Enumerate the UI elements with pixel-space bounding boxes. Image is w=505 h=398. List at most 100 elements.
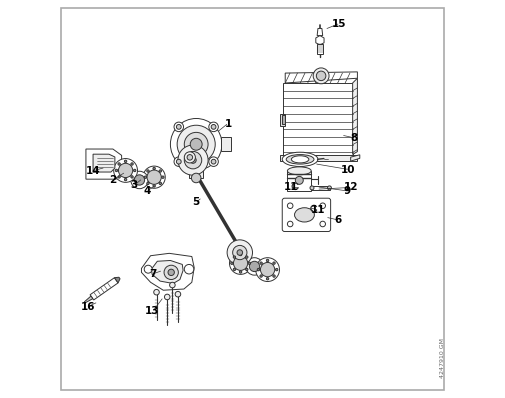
Circle shape	[162, 176, 164, 178]
Circle shape	[159, 170, 162, 172]
Ellipse shape	[286, 154, 314, 164]
Circle shape	[131, 171, 148, 189]
Circle shape	[320, 203, 326, 209]
Circle shape	[118, 176, 120, 178]
Circle shape	[187, 154, 192, 160]
Text: 11: 11	[311, 205, 325, 215]
Text: 9: 9	[343, 186, 350, 196]
Circle shape	[248, 262, 250, 264]
Circle shape	[115, 169, 118, 172]
Circle shape	[239, 254, 242, 256]
Circle shape	[287, 203, 293, 209]
Circle shape	[184, 264, 194, 274]
Circle shape	[153, 185, 156, 187]
Circle shape	[170, 119, 222, 170]
Bar	[311, 186, 330, 190]
Circle shape	[184, 133, 208, 156]
Circle shape	[257, 268, 260, 271]
Polygon shape	[285, 72, 358, 83]
Text: 5: 5	[192, 197, 200, 207]
Circle shape	[170, 282, 175, 288]
Circle shape	[211, 159, 216, 164]
Circle shape	[276, 268, 278, 271]
Circle shape	[239, 271, 242, 273]
Circle shape	[313, 68, 329, 84]
Circle shape	[143, 166, 165, 188]
Ellipse shape	[287, 167, 311, 175]
Circle shape	[266, 259, 269, 261]
Circle shape	[273, 275, 275, 277]
Text: 12: 12	[343, 182, 358, 192]
Text: 15: 15	[332, 19, 346, 29]
Circle shape	[114, 158, 137, 182]
Text: 13: 13	[145, 306, 160, 316]
Circle shape	[154, 289, 159, 295]
Bar	[189, 168, 204, 178]
Ellipse shape	[291, 156, 309, 163]
Polygon shape	[93, 154, 115, 172]
Bar	[283, 83, 352, 156]
Circle shape	[227, 240, 252, 265]
Circle shape	[249, 261, 260, 271]
Bar	[221, 137, 231, 151]
Text: 2: 2	[109, 175, 117, 185]
Circle shape	[133, 169, 136, 172]
Circle shape	[310, 186, 314, 190]
Circle shape	[184, 151, 201, 169]
Polygon shape	[317, 43, 323, 54]
Text: 6: 6	[334, 215, 341, 225]
Polygon shape	[115, 277, 120, 283]
Circle shape	[245, 268, 248, 271]
Circle shape	[237, 250, 242, 256]
Circle shape	[175, 291, 181, 297]
Circle shape	[231, 262, 233, 264]
Circle shape	[327, 186, 331, 190]
Text: 10: 10	[341, 165, 356, 175]
Text: 14: 14	[86, 166, 100, 176]
Circle shape	[124, 178, 127, 181]
Circle shape	[118, 163, 120, 165]
Circle shape	[260, 262, 262, 264]
Circle shape	[134, 175, 144, 185]
Circle shape	[273, 262, 275, 264]
Polygon shape	[316, 35, 324, 45]
Circle shape	[147, 182, 149, 185]
Polygon shape	[350, 155, 360, 161]
Circle shape	[190, 139, 202, 150]
Text: 8: 8	[350, 133, 358, 143]
Circle shape	[176, 125, 181, 129]
Circle shape	[260, 275, 262, 277]
Text: 4: 4	[143, 186, 150, 196]
Circle shape	[174, 157, 183, 166]
Circle shape	[246, 258, 263, 275]
Text: 3: 3	[131, 180, 138, 190]
Polygon shape	[86, 149, 122, 179]
Circle shape	[266, 277, 269, 280]
Circle shape	[177, 125, 215, 163]
Circle shape	[164, 265, 178, 279]
Text: 7: 7	[149, 269, 156, 279]
Circle shape	[176, 159, 181, 164]
Circle shape	[233, 256, 248, 270]
Circle shape	[316, 71, 326, 81]
Text: 11: 11	[284, 182, 298, 192]
Circle shape	[233, 256, 236, 258]
Ellipse shape	[294, 208, 315, 222]
Text: 1: 1	[225, 119, 232, 129]
Circle shape	[233, 246, 247, 259]
Polygon shape	[90, 278, 118, 300]
Circle shape	[211, 125, 216, 129]
Circle shape	[131, 176, 133, 178]
Circle shape	[256, 258, 279, 281]
Circle shape	[287, 221, 293, 227]
Circle shape	[209, 157, 218, 166]
Circle shape	[178, 145, 208, 175]
Circle shape	[245, 256, 248, 258]
Ellipse shape	[282, 152, 318, 166]
Text: 4247910 GM: 4247910 GM	[439, 338, 444, 378]
Circle shape	[184, 152, 195, 163]
Circle shape	[174, 122, 183, 132]
Circle shape	[209, 122, 218, 132]
Circle shape	[144, 176, 146, 178]
Circle shape	[229, 252, 251, 274]
